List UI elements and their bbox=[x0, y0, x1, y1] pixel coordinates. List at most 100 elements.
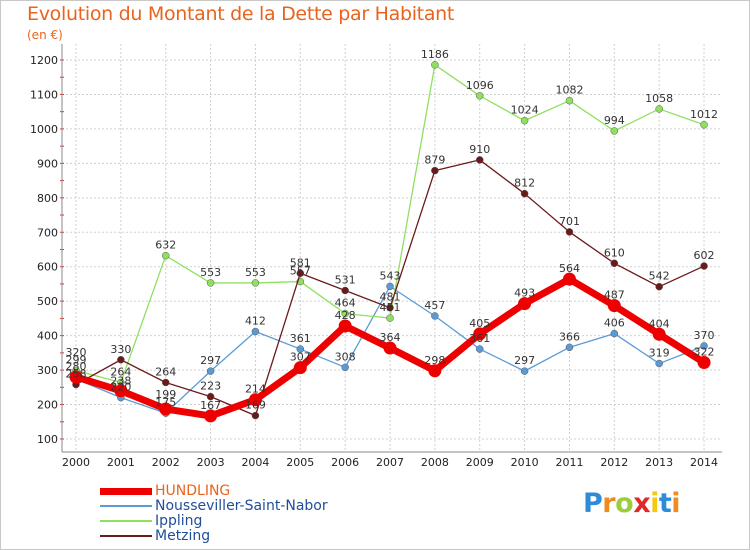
x-tick-label: 2001 bbox=[107, 456, 135, 469]
data-point bbox=[610, 127, 619, 135]
logo-letter: i bbox=[650, 488, 659, 519]
data-label: 1096 bbox=[466, 79, 494, 92]
data-label: 812 bbox=[514, 177, 535, 190]
legend-swatch bbox=[100, 505, 152, 507]
data-label: 557 bbox=[290, 265, 311, 278]
data-label: 1082 bbox=[555, 84, 583, 97]
data-label: 910 bbox=[469, 143, 490, 156]
proxiti-logo: Proxiti bbox=[583, 488, 681, 519]
x-tick-label: 2013 bbox=[645, 456, 673, 469]
y-tick-label: 1200 bbox=[30, 54, 58, 67]
data-label: 1058 bbox=[645, 92, 673, 105]
x-tick-label: 2000 bbox=[62, 456, 90, 469]
data-label: 531 bbox=[335, 274, 356, 287]
data-point bbox=[431, 61, 439, 69]
data-label: 167 bbox=[200, 399, 221, 412]
data-label: 564 bbox=[559, 262, 580, 275]
data-label: 220 bbox=[110, 381, 131, 394]
data-label: 320 bbox=[66, 346, 87, 359]
data-point bbox=[248, 393, 262, 407]
x-tick-label: 2014 bbox=[690, 456, 718, 469]
data-point bbox=[341, 309, 349, 318]
logo-letter: r bbox=[602, 488, 616, 519]
data-point bbox=[251, 411, 260, 420]
data-point bbox=[655, 359, 663, 368]
x-tick-label: 2010 bbox=[511, 456, 539, 469]
data-label: 330 bbox=[110, 343, 131, 356]
data-label: 298 bbox=[424, 354, 445, 367]
data-point bbox=[520, 116, 529, 125]
data-label: 308 bbox=[335, 350, 356, 363]
chart-title: Evolution du Montant de la Dette par Hab… bbox=[27, 3, 455, 25]
data-label: 322 bbox=[694, 346, 715, 359]
data-point bbox=[338, 319, 352, 333]
data-point bbox=[161, 378, 170, 387]
data-label: 319 bbox=[649, 347, 670, 360]
data-label: 542 bbox=[649, 270, 670, 283]
data-label: 264 bbox=[110, 365, 131, 378]
data-label: 602 bbox=[694, 249, 715, 262]
data-label: 879 bbox=[424, 154, 445, 167]
data-point bbox=[206, 279, 215, 287]
data-label: 404 bbox=[649, 317, 670, 330]
logo-letter: t bbox=[658, 488, 672, 519]
data-point bbox=[520, 367, 529, 375]
data-point bbox=[161, 251, 170, 260]
data-point bbox=[341, 286, 349, 295]
logo-letter: o bbox=[615, 488, 634, 519]
data-point bbox=[431, 312, 439, 320]
data-point bbox=[700, 342, 708, 350]
data-point bbox=[700, 121, 708, 129]
data-label: 405 bbox=[469, 317, 490, 330]
y-tick-label: 300 bbox=[37, 364, 58, 377]
data-point bbox=[700, 262, 708, 270]
data-label: 361 bbox=[290, 332, 311, 345]
x-tick-label: 2006 bbox=[331, 456, 359, 469]
data-point bbox=[386, 303, 394, 312]
data-label: 543 bbox=[380, 269, 401, 282]
data-point bbox=[296, 269, 305, 278]
data-label: 199 bbox=[155, 388, 176, 401]
y-tick-label: 1100 bbox=[30, 88, 58, 101]
legend-swatch bbox=[100, 520, 152, 522]
data-label: 464 bbox=[335, 297, 356, 310]
data-point bbox=[475, 156, 484, 164]
data-label: 223 bbox=[200, 380, 221, 393]
y-tick-label: 600 bbox=[37, 261, 58, 274]
y-tick-label: 700 bbox=[37, 226, 58, 239]
data-label: 632 bbox=[155, 239, 176, 252]
logo-letter: i bbox=[671, 488, 681, 519]
data-label: 370 bbox=[694, 329, 715, 342]
data-point bbox=[296, 345, 305, 353]
data-label: 214 bbox=[245, 383, 266, 396]
data-label: 1186 bbox=[421, 48, 449, 61]
x-tick-label: 2002 bbox=[152, 456, 180, 469]
data-point bbox=[475, 345, 484, 353]
data-point bbox=[386, 282, 394, 291]
data-point bbox=[562, 272, 576, 286]
data-point bbox=[475, 92, 484, 100]
data-label: 412 bbox=[245, 315, 266, 328]
data-label: 366 bbox=[559, 330, 580, 343]
x-tick-label: 2005 bbox=[286, 456, 314, 469]
y-tick-label: 200 bbox=[37, 399, 58, 412]
x-tick-label: 2003 bbox=[197, 456, 225, 469]
data-point bbox=[655, 105, 663, 113]
chart-subtitle: (en €) bbox=[27, 28, 63, 42]
x-tick-label: 2008 bbox=[421, 456, 449, 469]
x-tick-label: 2012 bbox=[600, 456, 628, 469]
x-tick-label: 2011 bbox=[555, 456, 583, 469]
data-label: 264 bbox=[155, 365, 176, 378]
data-point bbox=[652, 327, 666, 341]
y-tick-label: 800 bbox=[37, 192, 58, 205]
data-label: 481 bbox=[380, 291, 401, 304]
data-label: 487 bbox=[604, 289, 625, 302]
y-tick-label: 500 bbox=[37, 295, 58, 308]
legend-swatch bbox=[100, 535, 152, 537]
data-label: 581 bbox=[290, 256, 311, 269]
data-point bbox=[69, 370, 83, 384]
legend-label: Ippling bbox=[155, 513, 203, 529]
data-label: 238 bbox=[110, 374, 131, 387]
data-point bbox=[204, 409, 218, 423]
logo-letter: x bbox=[633, 488, 651, 519]
